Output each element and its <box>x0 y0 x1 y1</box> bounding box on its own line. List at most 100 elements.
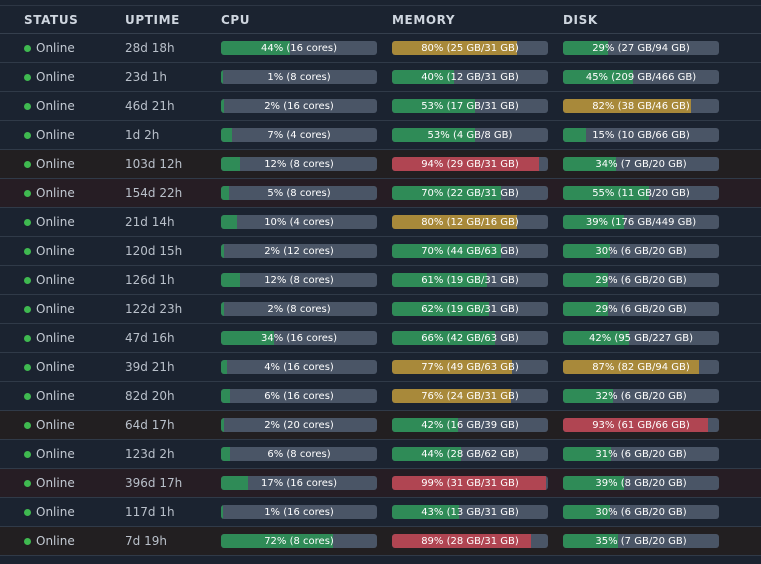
table-row[interactable]: Online 120d 15h 2% (12 cores) 70% (44 GB/63… <box>0 237 761 266</box>
memory-usage-bar: 70% (22 GB/31 GB) <box>392 186 548 200</box>
disk-bar-fill <box>563 41 609 55</box>
table-row[interactable]: Online 122d 23h 2% (8 cores) 62% (19 GB/31 … <box>0 295 761 324</box>
cpu-usage-bar: 2% (20 cores) <box>221 418 377 432</box>
table-row[interactable]: Online 82d 20h 6% (16 cores) 76% (24 GB/31 … <box>0 382 761 411</box>
disk-bar-label: 29% (6 GB/20 GB) <box>595 303 687 315</box>
disk-usage-bar: 93% (61 GB/66 GB) <box>563 418 719 432</box>
memory-bar-label: 70% (22 GB/31 GB) <box>421 187 519 199</box>
memory-usage-bar: 40% (12 GB/31 GB) <box>392 70 548 84</box>
cpu-usage-bar: 6% (8 cores) <box>221 447 377 461</box>
header-status[interactable]: STATUS <box>24 12 79 27</box>
cpu-bar-label: 44% (16 cores) <box>261 42 337 54</box>
disk-bar-fill <box>563 389 613 403</box>
online-status-dot-icon <box>24 537 31 545</box>
uptime-cell: 123d 2h <box>125 447 175 461</box>
cpu-usage-bar: 6% (16 cores) <box>221 389 377 403</box>
table-row[interactable]: Online 1d 2h 7% (4 cores) 53% (4 GB/8 GB) 15… <box>0 121 761 150</box>
disk-bar-fill <box>563 534 618 548</box>
uptime-cell: 120d 15h <box>125 244 183 258</box>
memory-bar-fill <box>392 273 488 287</box>
status-cell: Online <box>0 128 101 142</box>
memory-cell: 43% (13 GB/31 GB) <box>392 505 563 519</box>
table-row[interactable]: Online 103d 12h 12% (8 cores) 94% (29 GB/31… <box>0 150 761 179</box>
header-memory[interactable]: MEMORY <box>392 12 456 27</box>
table-row[interactable]: Online 117d 1h 1% (16 cores) 43% (13 GB/31 … <box>0 498 761 527</box>
cpu-bar-fill <box>221 360 228 374</box>
table-row[interactable]: Online 46d 21h 2% (16 cores) 53% (17 GB/31 … <box>0 92 761 121</box>
memory-usage-bar: 89% (28 GB/31 GB) <box>392 534 548 548</box>
memory-bar-label: 43% (13 GB/31 GB) <box>421 506 519 518</box>
table-row[interactable]: Online 396d 17h 17% (16 cores) 99% (31 GB/3… <box>0 469 761 498</box>
disk-cell: 93% (61 GB/66 GB) <box>563 418 734 432</box>
disk-usage-bar: 32% (6 GB/20 GB) <box>563 389 719 403</box>
table-row[interactable]: Online 39d 21h 4% (16 cores) 77% (49 GB/63 … <box>0 353 761 382</box>
disk-bar-fill <box>563 273 609 287</box>
disk-usage-bar: 45% (209 GB/466 GB) <box>563 70 719 84</box>
disk-bar-label: 34% (7 GB/20 GB) <box>595 158 687 170</box>
cpu-cell: 2% (20 cores) <box>221 418 392 432</box>
table-row[interactable]: Online 23d 1h 1% (8 cores) 40% (12 GB/31 GB… <box>0 63 761 92</box>
header-disk[interactable]: DISK <box>563 12 598 27</box>
memory-bar-fill <box>392 331 495 345</box>
status-text: Online <box>36 244 75 258</box>
status-text: Online <box>36 70 75 84</box>
memory-bar-label: 42% (16 GB/39 GB) <box>421 419 519 431</box>
disk-usage-bar: 39% (8 GB/20 GB) <box>563 476 719 490</box>
table-row[interactable]: Online 123d 2h 6% (8 cores) 44% (28 GB/62 G… <box>0 440 761 469</box>
memory-usage-bar: 53% (17 GB/31 GB) <box>392 99 548 113</box>
status-cell: Online <box>0 302 101 316</box>
cpu-bar-label: 12% (8 cores) <box>264 158 334 170</box>
table-row[interactable]: Online 154d 22h 5% (8 cores) 70% (22 GB/31 … <box>0 179 761 208</box>
memory-cell: 76% (24 GB/31 GB) <box>392 389 563 403</box>
table-row[interactable]: Online 21d 14h 10% (4 cores) 80% (12 GB/16 … <box>0 208 761 237</box>
status-text: Online <box>36 41 75 55</box>
cpu-usage-bar: 44% (16 cores) <box>221 41 377 55</box>
table-row[interactable]: Online 47d 16h 34% (16 cores) 66% (42 GB/63… <box>0 324 761 353</box>
table-row[interactable]: Online 28d 18h 44% (16 cores) 80% (25 GB/31… <box>0 34 761 63</box>
online-status-dot-icon <box>24 392 31 400</box>
cpu-cell: 5% (8 cores) <box>221 186 392 200</box>
disk-cell: 29% (27 GB/94 GB) <box>563 41 734 55</box>
header-cpu[interactable]: CPU <box>221 12 251 27</box>
disk-cell: 39% (176 GB/449 GB) <box>563 215 734 229</box>
online-status-dot-icon <box>24 305 31 313</box>
cpu-bar-fill <box>221 505 223 519</box>
memory-bar-label: 77% (49 GB/63 GB) <box>421 361 519 373</box>
memory-cell: 94% (29 GB/31 GB) <box>392 157 563 171</box>
disk-bar-fill <box>563 302 609 316</box>
table-row[interactable]: Online 64d 17h 2% (20 cores) 42% (16 GB/39 … <box>0 411 761 440</box>
cpu-bar-label: 6% (16 cores) <box>264 390 334 402</box>
status-text: Online <box>36 128 75 142</box>
uptime-cell: 103d 12h <box>125 157 183 171</box>
cpu-bar-fill <box>221 273 240 287</box>
status-cell: Online <box>0 70 101 84</box>
cpu-bar-fill <box>221 70 223 84</box>
table-row[interactable]: Online 7d 19h 72% (8 cores) 89% (28 GB/31 G… <box>0 527 761 556</box>
cpu-bar-label: 72% (8 cores) <box>264 535 334 547</box>
table-row[interactable]: Online 126d 1h 12% (8 cores) 61% (19 GB/31 … <box>0 266 761 295</box>
disk-usage-bar: 42% (95 GB/227 GB) <box>563 331 719 345</box>
header-uptime[interactable]: UPTIME <box>125 12 180 27</box>
disk-bar-fill <box>563 70 634 84</box>
disk-bar-fill <box>563 360 699 374</box>
cpu-bar-fill <box>221 99 225 113</box>
memory-cell: 80% (12 GB/16 GB) <box>392 215 563 229</box>
status-text: Online <box>36 99 75 113</box>
disk-usage-bar: 30% (6 GB/20 GB) <box>563 505 719 519</box>
memory-usage-bar: 66% (42 GB/63 GB) <box>392 331 548 345</box>
memory-cell: 80% (25 GB/31 GB) <box>392 41 563 55</box>
status-text: Online <box>36 360 75 374</box>
disk-bar-label: 32% (6 GB/20 GB) <box>595 390 687 402</box>
status-text: Online <box>36 505 75 519</box>
memory-bar-label: 70% (44 GB/63 GB) <box>421 245 519 257</box>
uptime-cell: 39d 21h <box>125 360 175 374</box>
disk-usage-bar: 29% (6 GB/20 GB) <box>563 302 719 316</box>
online-status-dot-icon <box>24 189 31 197</box>
disk-usage-bar: 82% (38 GB/46 GB) <box>563 99 719 113</box>
memory-bar-fill <box>392 418 458 432</box>
uptime-cell: 47d 16h <box>125 331 175 345</box>
online-status-dot-icon <box>24 160 31 168</box>
cpu-cell: 12% (8 cores) <box>221 157 392 171</box>
memory-bar-fill <box>392 476 547 490</box>
disk-usage-bar: 34% (7 GB/20 GB) <box>563 157 719 171</box>
